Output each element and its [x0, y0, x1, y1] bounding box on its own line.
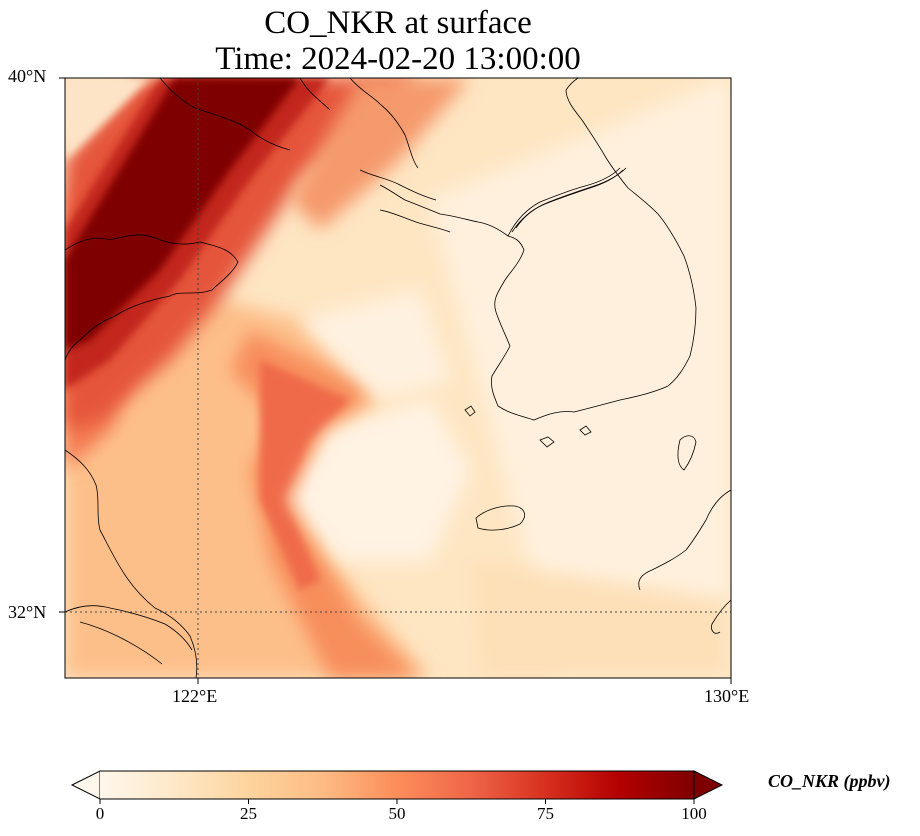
co-concentration-field [65, 78, 731, 678]
lon-label-122e: 122°E [172, 686, 218, 706]
colorbar-extend-high [693, 770, 724, 800]
lat-label-32n: 32°N [8, 602, 47, 622]
coastlines [65, 78, 731, 678]
axis-ticks [59, 77, 732, 684]
colorbar-gradient [100, 771, 694, 799]
map-title-line2: Time: 2024-02-20 13:00:00 [215, 41, 581, 77]
lon-label-130e: 130°E [704, 686, 750, 706]
colorbar-tick-0: 0 [95, 804, 105, 823]
colorbar-tick-100: 100 [681, 804, 707, 823]
colorbar-tick-50: 50 [388, 804, 406, 823]
colorbar [70, 770, 724, 804]
map-title-line1: CO_NKR at surface [264, 5, 532, 41]
lat-label-40n: 40°N [8, 66, 47, 86]
map-frame [64, 77, 732, 679]
colorbar-label: CO_NKR (ppbv) [768, 771, 891, 791]
graticule [65, 78, 731, 678]
colorbar-tick-75: 75 [537, 804, 554, 823]
colorbar-extend-low [70, 770, 101, 800]
colorbar-tick-25: 25 [240, 804, 257, 823]
